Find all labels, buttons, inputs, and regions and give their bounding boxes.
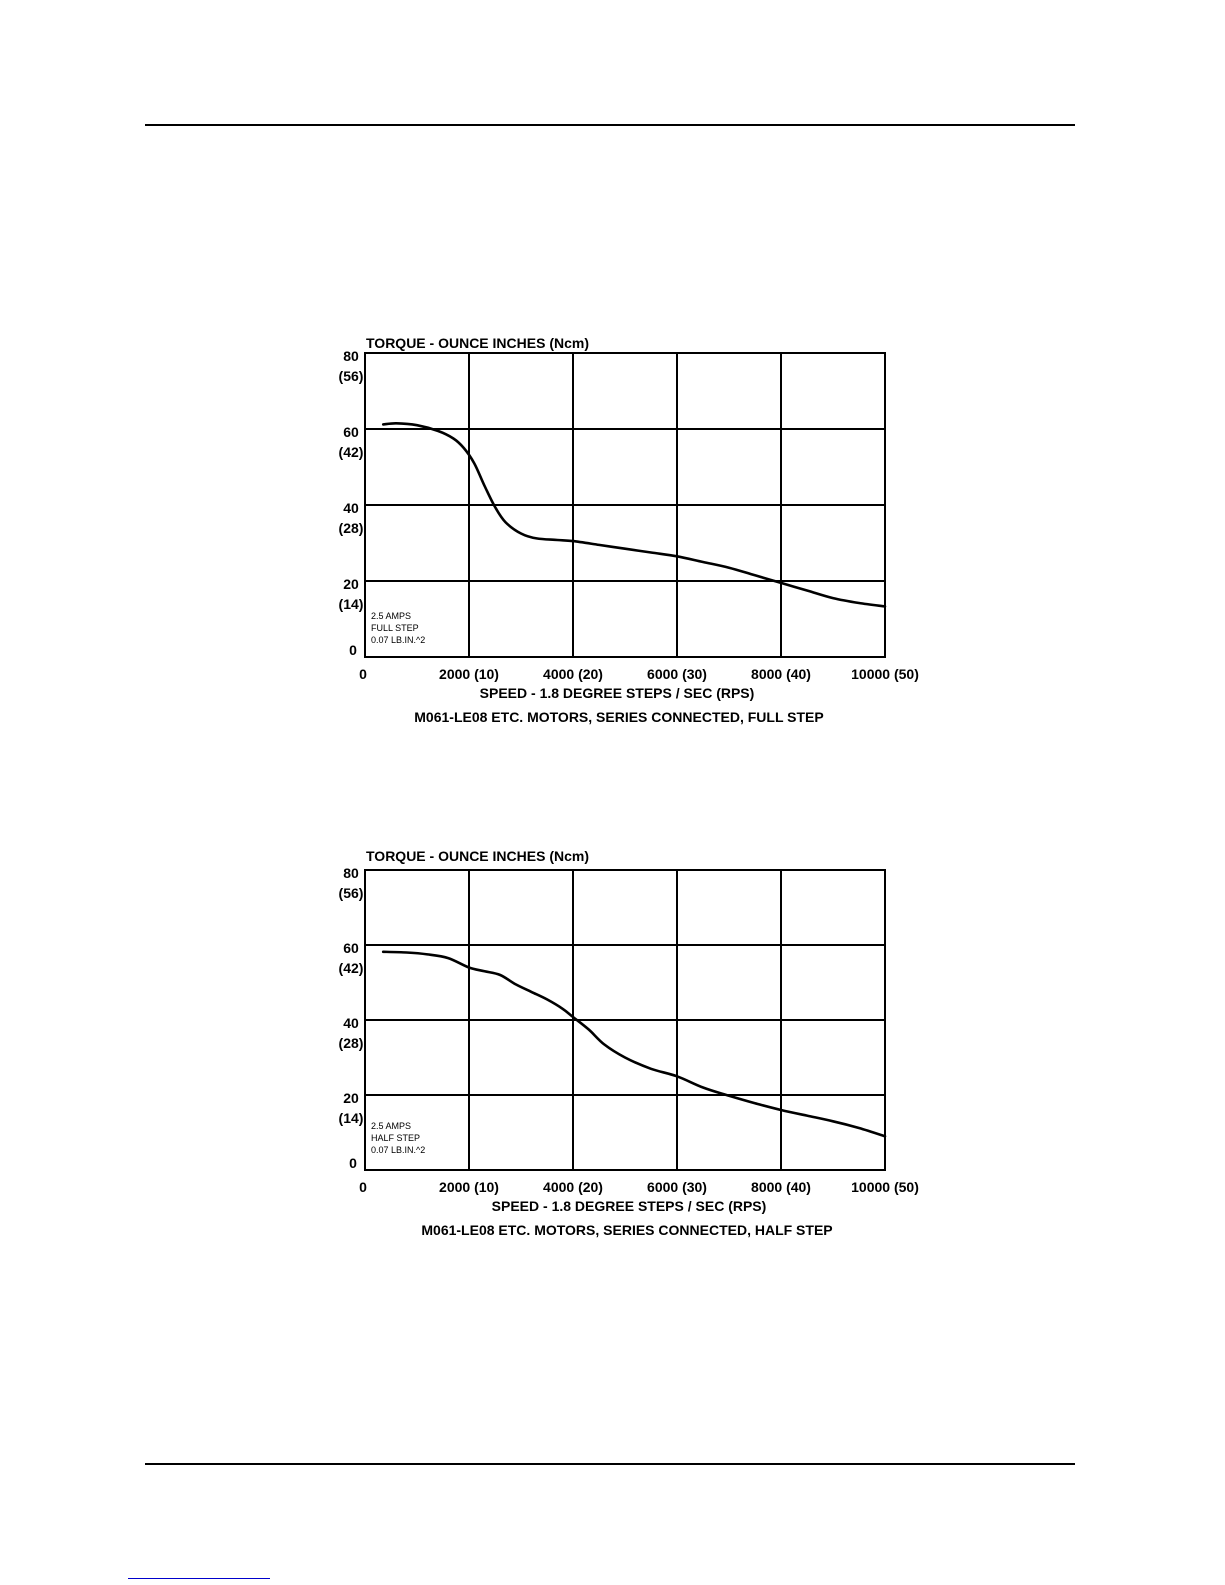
axis-ticks: 0 2000 (10) 4000 (20) 6000 (30) 8000 (40) 100… <box>339 865 919 1195</box>
x-tick-label: 8000 (40) <box>751 1179 811 1195</box>
x-tick-label: 0 <box>359 666 367 682</box>
chart-half-step: TORQUE - OUNCE INCHES (Ncm) 0 2000 (10) 40… <box>339 848 919 1238</box>
x-tick-label: 6000 (30) <box>647 1179 707 1195</box>
x-tick-label: 4000 (20) <box>543 1179 603 1195</box>
x-tick-label: 6000 (30) <box>647 666 707 682</box>
y-tick-label: 0 <box>349 1155 357 1171</box>
y-tick-label: 20 <box>343 1090 359 1106</box>
y-tick-sublabel: (42) <box>339 960 364 976</box>
y-tick-label: 80 <box>343 348 359 364</box>
chart-title: TORQUE - OUNCE INCHES (Ncm) <box>366 335 589 351</box>
footer-rule <box>145 1463 1075 1465</box>
x-tick-label: 2000 (10) <box>439 666 499 682</box>
chart-title: TORQUE - OUNCE INCHES (Ncm) <box>366 848 589 864</box>
annotation-line-1: 2.5 AMPS <box>371 611 411 621</box>
y-tick-label: 0 <box>349 642 357 658</box>
chart-caption: M061-LE08 ETC. MOTORS, SERIES CONNECTED,… <box>421 1222 832 1238</box>
annotation: 2.5 AMPS FULL STEP 0.07 LB.IN.^2 <box>371 611 425 645</box>
x-tick-label: 10000 (50) <box>851 1179 919 1195</box>
chart-caption: M061-LE08 ETC. MOTORS, SERIES CONNECTED,… <box>414 709 823 725</box>
grid <box>364 352 886 658</box>
x-axis-label: SPEED - 1.8 DEGREE STEPS / SEC (RPS) <box>492 1198 767 1214</box>
y-tick-sublabel: (14) <box>339 596 364 612</box>
y-tick-label: 60 <box>343 940 359 956</box>
y-tick-sublabel: (14) <box>339 1110 364 1126</box>
y-tick-label: 40 <box>343 1015 359 1031</box>
x-tick-label: 0 <box>359 1179 367 1195</box>
annotation-line-1: 2.5 AMPS <box>371 1121 411 1131</box>
annotation-line-2: FULL STEP <box>371 623 419 633</box>
y-tick-sublabel: (56) <box>339 885 364 901</box>
annotation-line-3: 0.07 LB.IN.^2 <box>371 635 425 645</box>
x-tick-label: 10000 (50) <box>851 666 919 682</box>
y-tick-label: 40 <box>343 500 359 516</box>
y-tick-label: 80 <box>343 865 359 881</box>
annotation-line-3: 0.07 LB.IN.^2 <box>371 1145 425 1155</box>
x-tick-label: 4000 (20) <box>543 666 603 682</box>
torque-curve <box>381 421 887 608</box>
y-tick-sublabel: (28) <box>339 520 364 536</box>
torque-curve <box>381 950 887 1138</box>
annotation-line-2: HALF STEP <box>371 1133 420 1143</box>
x-axis-label: SPEED - 1.8 DEGREE STEPS / SEC (RPS) <box>480 685 755 701</box>
header-rule <box>145 124 1075 126</box>
y-tick-sublabel: (42) <box>339 444 364 460</box>
y-tick-label: 20 <box>343 576 359 592</box>
x-tick-label: 8000 (40) <box>751 666 811 682</box>
y-tick-label: 60 <box>343 424 359 440</box>
annotation: 2.5 AMPS HALF STEP 0.07 LB.IN.^2 <box>371 1121 425 1155</box>
chart-full-step: TORQUE - OUNCE INCHES (Ncm) 0 2000 (10) 40… <box>339 335 919 725</box>
y-tick-sublabel: (28) <box>339 1035 364 1051</box>
x-tick-label: 2000 (10) <box>439 1179 499 1195</box>
axis-ticks: 0 2000 (10) 4000 (20) 6000 (30) 8000 (40) 100… <box>339 348 919 682</box>
footer-link-underline <box>128 1578 270 1579</box>
y-tick-sublabel: (56) <box>339 368 364 384</box>
grid <box>364 869 886 1171</box>
